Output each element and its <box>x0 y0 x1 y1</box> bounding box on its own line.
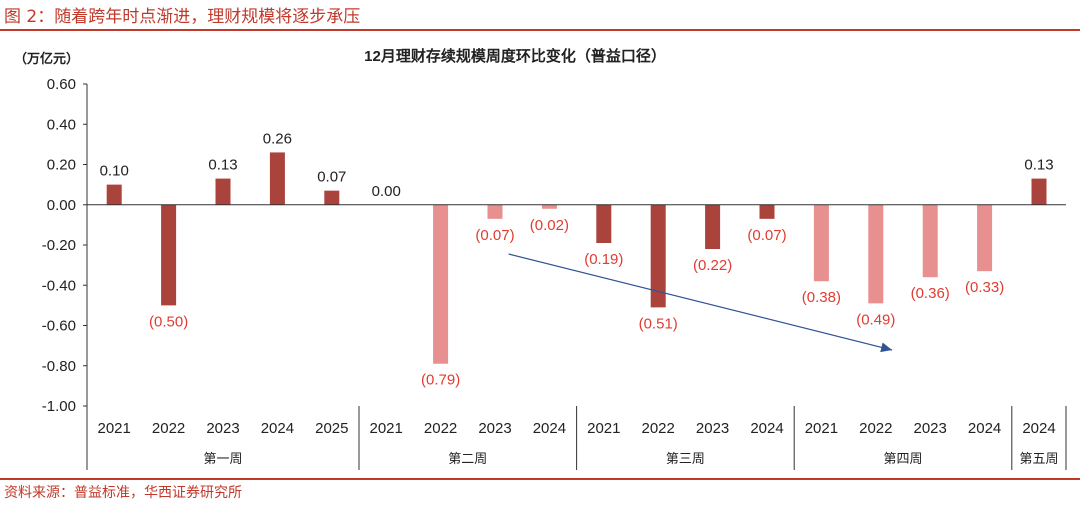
figure-title: 图 2：随着跨年时点渐进，理财规模将逐步承压 <box>4 7 361 27</box>
x-tick-label: 2024 <box>968 420 1001 437</box>
data-label: 0.00 <box>372 183 401 200</box>
x-axis: 2021 2022 2023 2024 2025 第一周 2021 2022 2023 2024 第… <box>86 204 1067 470</box>
x-tick-label: 2021 <box>587 420 620 437</box>
top-divider <box>0 29 1080 31</box>
group-label: 第一周 <box>203 451 242 466</box>
bar <box>161 204 177 306</box>
bar <box>487 204 503 219</box>
x-tick-label: 2023 <box>206 420 239 437</box>
group-label: 第二周 <box>448 451 487 466</box>
group-label: 第三周 <box>666 451 705 466</box>
y-tick-label: -1.00 <box>42 398 76 415</box>
x-tick-label: 2024 <box>750 420 783 437</box>
data-label: (0.22) <box>693 257 732 274</box>
bar <box>650 204 666 308</box>
y-tick-label: 0.40 <box>47 116 76 133</box>
data-label: 0.13 <box>1024 157 1053 174</box>
data-label: 0.13 <box>208 157 237 174</box>
data-label: (0.51) <box>639 315 678 332</box>
y-tick-label: -0.40 <box>42 277 76 294</box>
bar <box>106 184 122 205</box>
bar <box>759 204 775 219</box>
bars-layer <box>106 152 1047 364</box>
x-tick-label: 2023 <box>914 420 947 437</box>
y-tick-label: -0.20 <box>42 237 76 254</box>
x-tick-label: 2021 <box>805 420 838 437</box>
data-label: (0.02) <box>530 217 569 234</box>
bar <box>596 204 612 243</box>
y-tick-label: 0.00 <box>47 197 76 214</box>
data-label: (0.07) <box>747 227 786 244</box>
bar <box>269 152 285 205</box>
y-tick-label: -0.80 <box>42 358 76 375</box>
group-label: 第五周 <box>1019 451 1058 466</box>
bar <box>1031 178 1047 205</box>
trend-arrow <box>508 253 893 353</box>
y-axis: 0.60 0.40 0.20 0.00 -0.20 -0.40 -0.60 -0.80 -1.0… <box>42 76 88 415</box>
x-tick-label: 2025 <box>315 420 348 437</box>
trend-arrow-line <box>508 253 893 351</box>
bar <box>922 204 938 278</box>
group-label: 第四周 <box>883 451 922 466</box>
bar <box>433 204 449 364</box>
bottom-divider <box>0 478 1080 480</box>
y-tick-label: -0.60 <box>42 318 76 335</box>
data-label: (0.38) <box>802 289 841 306</box>
data-label: (0.49) <box>856 311 895 328</box>
y-axis-label: （万亿元） <box>14 51 79 66</box>
x-tick-label: 2023 <box>696 420 729 437</box>
bar <box>705 204 721 250</box>
bar <box>541 204 557 209</box>
x-tick-label: 2021 <box>98 420 131 437</box>
data-label: (0.36) <box>911 285 950 302</box>
x-tick-label: 2024 <box>533 420 566 437</box>
bar <box>324 190 340 205</box>
trend-arrow-head <box>880 342 893 353</box>
y-tick-label: 0.20 <box>47 157 76 174</box>
data-label: 0.07 <box>317 169 346 186</box>
data-label: (0.07) <box>475 227 514 244</box>
x-tick-label: 2024 <box>261 420 294 437</box>
x-tick-label: 2024 <box>1022 420 1055 437</box>
data-label: (0.19) <box>584 251 623 268</box>
bar <box>215 178 231 205</box>
bar <box>868 204 884 304</box>
x-tick-label: 2023 <box>478 420 511 437</box>
data-label: (0.50) <box>149 313 188 330</box>
x-tick-label: 2022 <box>152 420 185 437</box>
bar <box>813 204 829 282</box>
data-label: 0.26 <box>263 130 292 147</box>
x-tick-label: 2021 <box>370 420 403 437</box>
data-label: (0.33) <box>965 279 1004 296</box>
chart: 12月理财存续规模周度环比变化（普益口径） （万亿元） 0.60 0.40 0.20… <box>14 47 1067 470</box>
bar <box>977 204 993 272</box>
source-note: 资料来源：普益标准，华西证券研究所 <box>4 485 242 501</box>
data-label: 0.10 <box>100 163 129 180</box>
chart-title: 12月理财存续规模周度环比变化（普益口径） <box>364 47 666 65</box>
y-tick-label: 0.60 <box>47 76 76 93</box>
x-tick-label: 2022 <box>642 420 675 437</box>
value-labels: 0.10 (0.50) 0.13 0.26 0.07 0.00 (0.79) (0.07) (0… <box>100 130 1054 388</box>
x-tick-label: 2022 <box>859 420 892 437</box>
data-label: (0.79) <box>421 372 460 389</box>
x-tick-label: 2022 <box>424 420 457 437</box>
